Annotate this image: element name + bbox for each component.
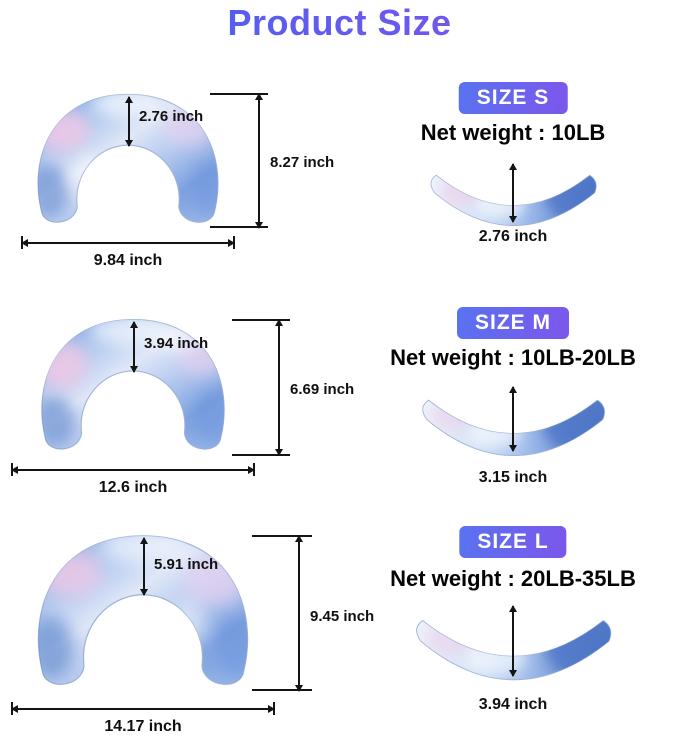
overall-height-label: 9.45 inch — [310, 608, 375, 625]
dimension-tick — [210, 226, 268, 228]
size-badge: SIZE M — [456, 307, 570, 339]
net-weight-text: Net weight : 10LB-20LB — [390, 345, 636, 370]
width-dimension-arrow — [21, 239, 235, 247]
pillow-top-view-illustration — [41, 319, 225, 450]
dimension-tick — [252, 689, 312, 691]
page-title: Product Size — [0, 2, 679, 44]
inner-height-dimension-arrow — [130, 321, 138, 373]
dimension-tick — [253, 463, 255, 476]
net-weight-text: Net weight : 20LB-35LB — [390, 566, 636, 591]
width-label: 12.6 inch — [98, 479, 168, 496]
overall-height-label: 6.69 inch — [290, 381, 355, 398]
thickness-dimension-arrow — [509, 386, 517, 452]
dimension-tick — [21, 236, 23, 249]
thickness-dimension-arrow — [509, 163, 517, 223]
width-dimension-arrow — [11, 705, 275, 713]
inner-height-label: 5.91 inch — [154, 556, 219, 573]
pillow-side-view-illustration — [430, 174, 597, 226]
dimension-tick — [233, 236, 235, 249]
thickness-label: 3.15 inch — [478, 469, 548, 486]
pillow-side-view-illustration — [416, 619, 612, 681]
size-s-side-view: SIZE S Net weight : 10LB 2.76 inch — [358, 70, 668, 285]
inner-height-label: 3.94 inch — [144, 335, 209, 352]
inner-height-dimension-arrow — [125, 96, 133, 147]
overall-height-dimension-arrow — [295, 535, 303, 692]
dimension-tick — [252, 535, 312, 537]
size-m-section: 3.94 inch 6.69 inch 12.6 inch SIZE M Net… — [0, 295, 679, 507]
pillow-side-view-illustration — [422, 399, 605, 456]
dimension-tick — [11, 463, 13, 476]
size-l-top-view: 5.91 inch 9.45 inch 14.17 inch — [11, 512, 374, 739]
dimension-tick — [11, 702, 13, 715]
inner-height-label: 2.76 inch — [139, 108, 204, 125]
inner-height-dimension-arrow — [140, 537, 148, 596]
size-l-side-view: SIZE L Net weight : 20LB-35LB 3.94 inch — [358, 512, 668, 739]
size-m-side-view: SIZE M Net weight : 10LB-20LB 3.15 inch — [358, 295, 668, 507]
size-m-top-view: 3.94 inch 6.69 inch 12.6 inch — [11, 295, 357, 507]
size-badge: SIZE S — [458, 82, 568, 114]
width-label: 9.84 inch — [93, 252, 163, 269]
dimension-tick — [232, 319, 290, 321]
net-weight-text: Net weight : 10LB — [420, 120, 606, 145]
size-l-section: 5.91 inch 9.45 inch 14.17 inch SIZE L Ne… — [0, 512, 679, 739]
overall-height-label: 8.27 inch — [270, 154, 335, 171]
width-label: 14.17 inch — [104, 718, 182, 735]
thickness-label: 3.94 inch — [478, 696, 548, 713]
size-s-section: 2.76 inch 8.27 inch 9.84 inch SIZE S Net… — [0, 70, 679, 285]
overall-height-dimension-arrow — [275, 319, 283, 456]
overall-height-dimension-arrow — [255, 93, 263, 229]
dimension-tick — [210, 93, 268, 95]
thickness-dimension-arrow — [509, 605, 517, 677]
size-s-top-view: 2.76 inch 8.27 inch 9.84 inch — [12, 70, 357, 285]
size-badge: SIZE L — [459, 526, 567, 558]
thickness-label: 2.76 inch — [478, 228, 548, 245]
dimension-tick — [232, 454, 290, 456]
dimension-tick — [273, 702, 275, 715]
width-dimension-arrow — [11, 466, 255, 474]
